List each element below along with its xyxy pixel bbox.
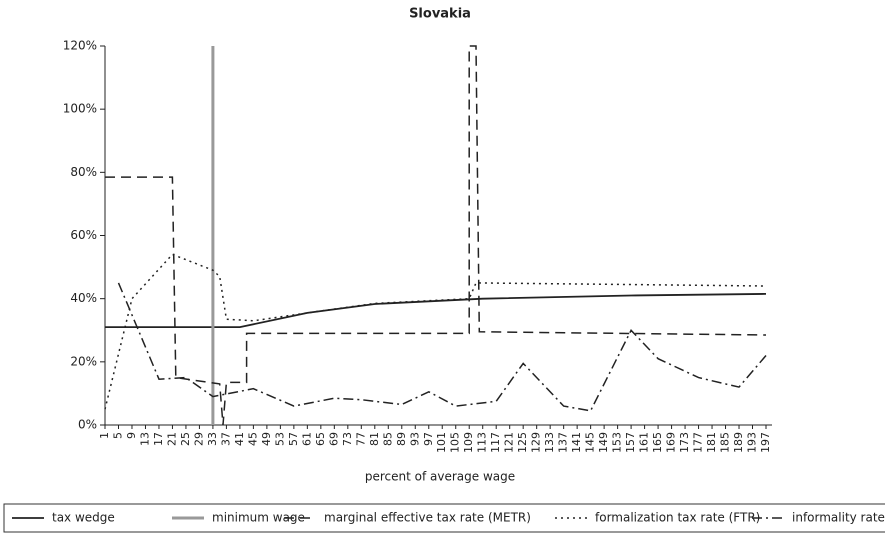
x-tick-label: 109 — [462, 432, 475, 453]
x-tick-label: 145 — [584, 432, 597, 453]
x-tick-label: 137 — [557, 432, 570, 453]
x-tick-label: 117 — [489, 432, 502, 453]
x-tick-label: 173 — [678, 432, 691, 453]
x-tick-label: 33 — [206, 432, 219, 446]
x-tick-label: 69 — [327, 432, 340, 446]
x-tick-label: 17 — [152, 432, 165, 446]
series-line — [105, 293, 767, 328]
x-tick-label: 45 — [246, 432, 259, 446]
x-tick-label: 181 — [705, 432, 718, 453]
x-tick-label: 89 — [395, 432, 408, 446]
x-tick-label: 149 — [597, 432, 610, 453]
legend-label: minimum wage — [212, 511, 305, 525]
legend-label: formalization tax rate (FTR) — [595, 511, 760, 525]
y-tick-label: 80% — [70, 165, 97, 179]
series-line — [104, 253, 767, 410]
x-tick-label: 41 — [233, 432, 246, 446]
x-tick-label: 185 — [719, 432, 732, 453]
x-tick-label: 193 — [746, 432, 759, 453]
series-line — [105, 45, 767, 426]
x-tick-label: 197 — [759, 432, 772, 453]
x-tick-label: 65 — [314, 432, 327, 446]
y-tick-label: 20% — [70, 354, 97, 368]
x-tick-label: 153 — [611, 432, 624, 453]
x-tick-label: 121 — [503, 432, 516, 453]
x-tick-label: 25 — [179, 432, 192, 446]
y-tick-label: 40% — [70, 291, 97, 305]
x-tick-label: 189 — [732, 432, 745, 453]
x-tick-label: 97 — [422, 432, 435, 446]
x-tick-label: 73 — [341, 432, 354, 446]
y-tick-label: 120% — [63, 39, 97, 53]
x-tick-label: 85 — [381, 432, 394, 446]
y-tick-label: 0% — [78, 418, 97, 432]
series-line — [117, 282, 767, 412]
x-tick-label: 177 — [692, 432, 705, 453]
legend-box — [3, 503, 885, 533]
x-tick-label: 129 — [530, 432, 543, 453]
x-tick-label: 21 — [165, 432, 178, 446]
x-tick-label: 141 — [570, 432, 583, 453]
x-tick-label: 165 — [651, 432, 664, 453]
x-tick-label: 49 — [260, 432, 273, 446]
x-tick-label: 57 — [287, 432, 300, 446]
x-tick-label: 161 — [638, 432, 651, 453]
legend-label: tax wedge — [52, 511, 115, 525]
y-tick-label: 100% — [63, 102, 97, 116]
legend-label: marginal effective tax rate (METR) — [324, 511, 531, 525]
x-tick-label: 157 — [624, 432, 637, 453]
x-tick-label: 101 — [435, 432, 448, 453]
x-tick-label: 1 — [98, 432, 111, 439]
x-tick-label: 61 — [300, 432, 313, 446]
x-tick-label: 93 — [408, 432, 421, 446]
x-tick-label: 133 — [543, 432, 556, 453]
x-tick-label: 53 — [273, 432, 286, 446]
x-tick-label: 125 — [516, 432, 529, 453]
x-tick-label: 5 — [111, 432, 124, 439]
x-tick-label: 169 — [665, 432, 678, 453]
x-tick-label: 29 — [192, 432, 205, 446]
x-tick-label: 9 — [125, 432, 138, 439]
chart-title: Slovakia — [409, 7, 471, 22]
y-tick-label: 60% — [70, 228, 97, 242]
x-tick-label: 113 — [476, 432, 489, 453]
legend-label: informality rate — [792, 511, 885, 525]
x-tick-label: 105 — [449, 432, 462, 453]
x-axis-label: percent of average wage — [365, 470, 515, 484]
x-tick-label: 81 — [368, 432, 381, 446]
x-tick-label: 77 — [354, 432, 367, 446]
x-tick-label: 13 — [138, 432, 151, 446]
x-tick-label: 37 — [219, 432, 232, 446]
